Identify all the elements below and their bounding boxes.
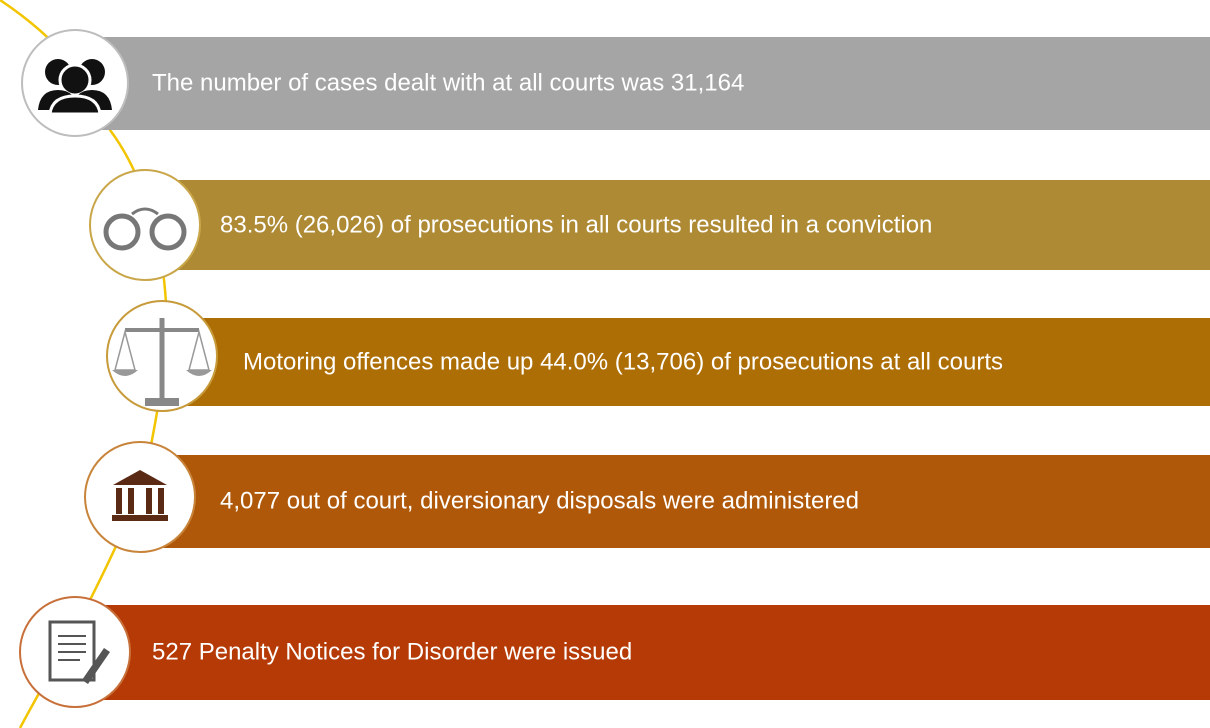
fact-text: The number of cases dealt with at all co… bbox=[152, 69, 744, 96]
icon-document bbox=[19, 596, 131, 708]
banner bbox=[80, 605, 1210, 700]
icon-handcuffs bbox=[89, 169, 201, 281]
fact-text: 83.5% (26,026) of prosecutions in all co… bbox=[220, 211, 932, 238]
banner bbox=[150, 455, 1210, 548]
banner bbox=[170, 318, 1210, 406]
icon-people bbox=[21, 29, 129, 137]
icon-scales bbox=[106, 300, 218, 412]
fact-text: Motoring offences made up 44.0% (13,706)… bbox=[243, 348, 1003, 375]
banner bbox=[150, 180, 1210, 270]
banner bbox=[80, 37, 1210, 130]
fact-text: 527 Penalty Notices for Disorder were is… bbox=[152, 638, 632, 665]
fact-text: 4,077 out of court, diversionary disposa… bbox=[220, 487, 859, 514]
icon-courthouse bbox=[84, 441, 196, 553]
